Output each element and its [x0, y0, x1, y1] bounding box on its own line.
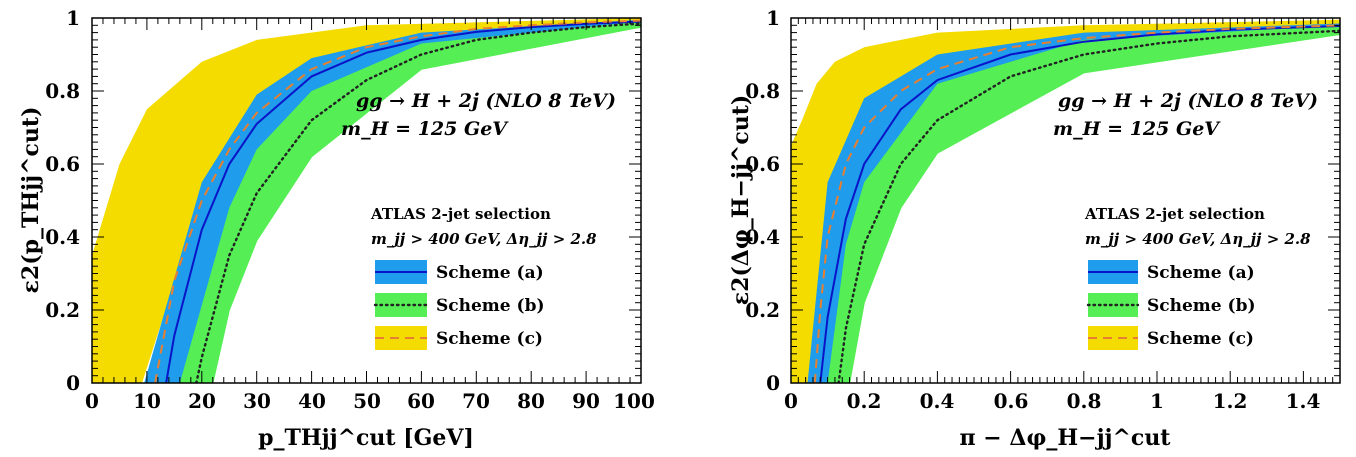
x-tick-label: 70: [462, 389, 490, 413]
left-chart: 0 0.2 0.4 0.6 0.8 1 0 10 20 30 40 50 60 …: [18, 6, 655, 451]
legend-swatch: [1088, 293, 1138, 317]
left-legend: Scheme (a) Scheme (b) Scheme (c): [373, 260, 545, 350]
right-y-axis-label: ε2(Δφ_H−jj^cut): [728, 95, 754, 306]
y-tick-label: 0.8: [45, 79, 80, 103]
y-tick-label: 0.4: [45, 225, 80, 249]
right-y-tick-labels: 0 0.2 0.4 0.6 0.8 1: [745, 6, 780, 395]
x-tick-label: 0.6: [994, 389, 1029, 413]
x-tick-label: 1.4: [1286, 389, 1321, 413]
left-x-tick-labels: 0 10 20 30 40 50 60 70 80 90 100: [85, 389, 655, 413]
right-selection-cuts: m_jj > 400 GeV, Δη_jj > 2.8: [1085, 230, 1311, 248]
right-chart: 0 0.2 0.4 0.6 0.8 1 0 0.2 0.4 0.6 0.8 1 …: [728, 6, 1341, 451]
legend-entry-scheme-a: Scheme (a): [375, 260, 544, 284]
x-tick-label: 0: [784, 389, 798, 413]
legend-label: Scheme (c): [1147, 329, 1254, 349]
right-x-tick-labels: 0 0.2 0.4 0.6 0.8 1 1.2 1.4: [784, 389, 1320, 413]
right-central-lines: [813, 24, 1340, 383]
legend-entry-scheme-c: Scheme (c): [1088, 326, 1254, 350]
left-central-lines: [154, 19, 641, 383]
x-tick-label: 50: [353, 389, 381, 413]
x-tick-label: 40: [298, 389, 326, 413]
x-tick-label: 0.4: [920, 389, 955, 413]
y-tick-label: 0.8: [745, 79, 780, 103]
x-tick-label: 10: [133, 389, 161, 413]
x-tick-label: 20: [188, 389, 216, 413]
x-tick-label: 90: [572, 389, 600, 413]
band-scheme-b-: [92, 21, 641, 383]
legend-label: Scheme (b): [1147, 296, 1256, 316]
x-tick-label: 1: [1150, 389, 1164, 413]
central-line-scheme-a-: [819, 25, 1340, 383]
legend-label: Scheme (b): [436, 296, 545, 316]
band-scheme-c-: [92, 18, 641, 383]
y-tick-label: 0.2: [745, 298, 780, 322]
central-line-scheme-b-: [837, 29, 1340, 383]
left-selection-title: ATLAS 2-jet selection: [370, 205, 551, 223]
left-mass-annotation: m_H = 125 GeV: [341, 118, 509, 140]
left-y-tick-labels: 0 0.2 0.4 0.6 0.8 1: [45, 6, 80, 395]
x-tick-label: 100: [613, 389, 655, 413]
x-tick-label: 0.2: [847, 389, 882, 413]
central-line-scheme-c-: [813, 24, 1340, 383]
x-tick-label: 1.2: [1213, 389, 1248, 413]
right-mass-annotation: m_H = 125 GeV: [1053, 118, 1221, 140]
legend-label: Scheme (c): [436, 329, 543, 349]
central-line-scheme-b-: [195, 22, 641, 383]
band-edge: [212, 26, 641, 383]
right-x-axis-label: π − Δφ_H−jj^cut: [960, 425, 1172, 451]
band-edge: [849, 33, 1340, 383]
legend-entry-scheme-c: Scheme (c): [375, 326, 543, 350]
y-tick-label: 0.6: [45, 152, 80, 176]
right-legend: Scheme (a) Scheme (b) Scheme (c): [1086, 260, 1256, 350]
y-tick-label: 0: [66, 371, 80, 395]
x-tick-label: 30: [243, 389, 271, 413]
y-tick-label: 0: [766, 371, 780, 395]
legend-entry-scheme-a: Scheme (a): [1088, 260, 1255, 284]
band-scheme-b-: [791, 25, 1340, 383]
left-x-axis-label: p_THjj^cut [GeV]: [258, 425, 474, 451]
right-bands: [791, 19, 1340, 383]
x-tick-label: 0.8: [1067, 389, 1102, 413]
y-tick-label: 0.6: [745, 152, 780, 176]
right-selection-title: ATLAS 2-jet selection: [1084, 205, 1265, 223]
x-tick-label: 0: [85, 389, 99, 413]
left-axis-ticks: [91, 17, 642, 384]
y-tick-label: 0.4: [745, 225, 780, 249]
central-line-scheme-c-: [154, 19, 641, 383]
legend-label: Scheme (a): [436, 263, 544, 283]
legend-entry-scheme-b: Scheme (b): [373, 293, 545, 317]
y-tick-label: 1: [66, 6, 80, 30]
central-line-scheme-a-: [165, 20, 641, 383]
left-y-axis-label: ε2(p_THjj^cut): [18, 107, 44, 294]
x-tick-label: 80: [517, 389, 545, 413]
x-tick-label: 60: [407, 389, 435, 413]
legend-label: Scheme (a): [1147, 263, 1255, 283]
left-bands: [92, 18, 641, 383]
right-process-annotation: gg → H + 2j (NLO 8 TeV): [1058, 90, 1318, 112]
left-process-annotation: gg → H + 2j (NLO 8 TeV): [356, 90, 616, 112]
legend-entry-scheme-b: Scheme (b): [1086, 293, 1256, 317]
y-tick-label: 1: [766, 6, 780, 30]
y-tick-label: 0.2: [45, 298, 80, 322]
left-selection-cuts: m_jj > 400 GeV, Δη_jj > 2.8: [371, 230, 597, 248]
right-axis-ticks: [790, 17, 1341, 384]
